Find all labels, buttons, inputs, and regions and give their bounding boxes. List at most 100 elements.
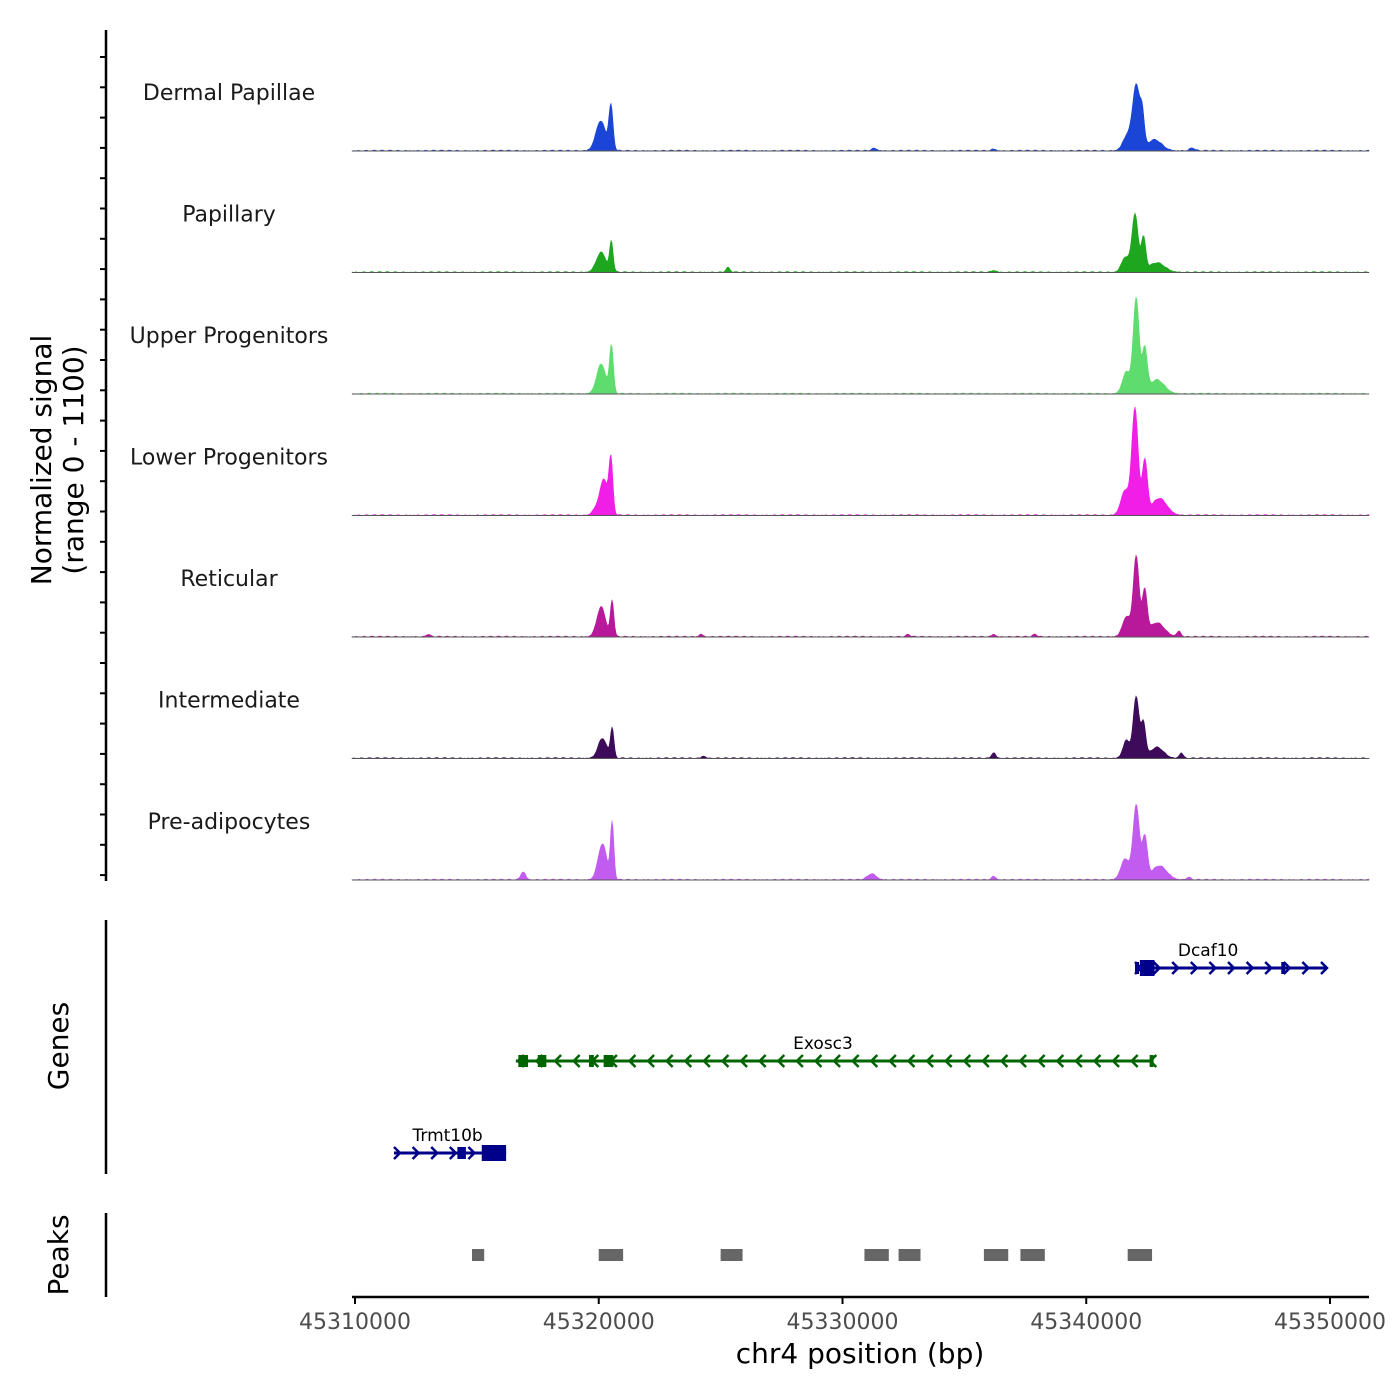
y-axis-title-line1: Normalized signal <box>25 335 58 586</box>
track-label: Dermal Papillae <box>143 81 315 106</box>
gene-label: Dcaf10 <box>1178 941 1238 961</box>
strand-arrow <box>981 1054 990 1068</box>
peak-region <box>898 1249 921 1261</box>
strand-arrow <box>776 1054 786 1068</box>
strand-arrow <box>1189 961 1199 975</box>
strand-arrow <box>1055 1054 1065 1068</box>
strand-arrow <box>627 1054 637 1068</box>
track-label: Intermediate <box>158 689 300 714</box>
track-label: Upper Progenitors <box>130 324 329 349</box>
strand-arrow <box>571 1054 581 1068</box>
gene-track: Dcaf10 Exosc3 Trmt10b <box>393 941 1329 1161</box>
strand-arrow <box>757 1054 767 1068</box>
strand-arrow <box>720 1054 730 1068</box>
strand-arrow <box>1301 961 1311 975</box>
coverage-track: Lower Progenitors <box>130 406 1370 516</box>
coverage-track: Dermal Papillae <box>143 81 1370 152</box>
strand-arrow <box>999 1054 1009 1068</box>
strand-arrow <box>553 1054 562 1068</box>
strand-arrow <box>1152 961 1162 975</box>
strand-arrow <box>739 1054 748 1068</box>
x-axis: 45310000 45320000 45330000 45340000 45350000 <box>299 1295 1386 1335</box>
gene: Dcaf10 <box>1134 941 1329 976</box>
strand-arrow <box>1264 961 1273 975</box>
peaks-track-title: Peaks <box>42 1214 75 1295</box>
exon <box>1149 1055 1154 1067</box>
gene-label: Exosc3 <box>793 1034 853 1054</box>
exon <box>1139 960 1155 976</box>
x-tick-label: 45350000 <box>1274 1310 1386 1335</box>
peak-region <box>1020 1249 1045 1261</box>
strand-arrow <box>411 1146 421 1160</box>
peak-region <box>720 1249 743 1261</box>
coverage-area <box>351 406 1370 516</box>
strand-arrow <box>1320 961 1329 975</box>
coverage-area <box>351 296 1370 395</box>
strand-arrow <box>943 1054 953 1068</box>
coverage-area <box>351 695 1370 759</box>
strand-arrow <box>795 1054 804 1068</box>
strand-arrow <box>813 1054 823 1068</box>
exon <box>481 1145 507 1161</box>
genes-track-title: Genes <box>42 1002 75 1090</box>
coverage-track: Reticular <box>180 555 1370 638</box>
x-tick-label: 45330000 <box>787 1310 899 1335</box>
coverage-track: Intermediate <box>158 689 1370 759</box>
strand-arrow <box>683 1054 693 1068</box>
x-tick-label: 45320000 <box>543 1310 655 1335</box>
exon <box>457 1147 466 1159</box>
strand-arrow <box>430 1146 439 1160</box>
strand-arrow <box>1129 1054 1139 1068</box>
peak-region <box>1127 1249 1153 1261</box>
coverage-area <box>351 83 1370 152</box>
strand-arrow <box>393 1146 402 1160</box>
coverage-area <box>351 555 1370 638</box>
strand-arrow <box>1018 1054 1027 1068</box>
track-label: Lower Progenitors <box>130 446 328 471</box>
x-tick-label: 45310000 <box>299 1310 411 1335</box>
exon <box>603 1055 614 1067</box>
peak-region <box>472 1249 485 1261</box>
coverage-track: Papillary <box>182 203 1370 273</box>
strand-arrow <box>664 1054 674 1068</box>
gene-label: Trmt10b <box>412 1126 483 1146</box>
track-label: Reticular <box>180 567 278 592</box>
strand-arrow <box>906 1054 916 1068</box>
strand-arrow <box>888 1054 897 1068</box>
x-tick-label: 45340000 <box>1030 1310 1142 1335</box>
track-label: Papillary <box>182 203 276 228</box>
strand-arrow <box>832 1054 841 1068</box>
exon <box>1135 962 1139 974</box>
gene: Trmt10b <box>393 1126 507 1161</box>
coverage-y-axis <box>100 30 108 881</box>
strand-arrow <box>925 1054 934 1068</box>
coverage-track: Pre-adipocytes <box>148 803 1370 881</box>
exon <box>1281 962 1286 974</box>
strand-arrow <box>1208 961 1218 975</box>
coverage-track: Upper Progenitors <box>130 296 1370 395</box>
strand-arrow <box>1092 1054 1102 1068</box>
peak-region <box>864 1249 889 1261</box>
strand-arrow <box>702 1054 711 1068</box>
strand-arrow <box>1282 961 1292 975</box>
exon <box>589 1055 594 1067</box>
exon <box>537 1055 547 1067</box>
strand-arrow <box>1227 961 1236 975</box>
peak-region <box>598 1249 624 1261</box>
coverage-area <box>351 803 1370 881</box>
strand-arrow <box>1074 1054 1083 1068</box>
peak-region <box>983 1249 1009 1261</box>
strand-arrow <box>1036 1054 1046 1068</box>
strand-arrow <box>850 1054 860 1068</box>
coverage-tracks: Dermal Papillae Papillary Upper Progenitor… <box>130 81 1370 881</box>
strand-arrow <box>1171 961 1180 975</box>
gene: Exosc3 <box>515 1034 1158 1068</box>
coverage-area <box>351 212 1370 273</box>
strand-arrow <box>467 1146 477 1160</box>
exon <box>518 1055 529 1067</box>
track-label: Pre-adipocytes <box>148 810 311 835</box>
strand-arrow <box>448 1146 458 1160</box>
y-axis-title-line2: (range 0 - 1100) <box>57 345 90 574</box>
strand-arrow <box>646 1054 655 1068</box>
